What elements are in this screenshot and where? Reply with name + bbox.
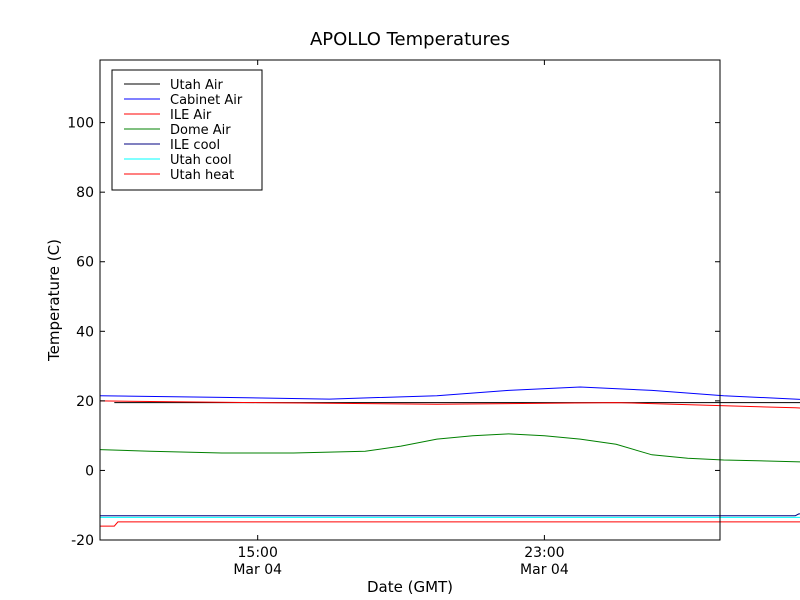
legend-label-utah-air: Utah Air [170, 78, 223, 93]
series-lines [99, 386, 800, 527]
x-tick-time: 15:00 [238, 545, 278, 561]
x-axis-label: Date (GMT) [367, 578, 453, 596]
legend-label-ile-air: ILE Air [170, 108, 212, 123]
x-tick-date: Mar 04 [233, 562, 282, 578]
legend-box [111, 69, 263, 191]
x-tick-time: 23:00 [524, 545, 564, 561]
y-tick-label: 100 [67, 116, 94, 132]
chart-title: APOLLO Temperatures [310, 29, 510, 50]
legend-label-utah-cool: Utah cool [170, 153, 232, 168]
legend-label-dome-air: Dome Air [170, 123, 231, 138]
y-tick-label: 80 [76, 185, 94, 201]
plot-frame [99, 59, 721, 541]
x-tick-date: Mar 04 [520, 562, 569, 578]
series-line-utah-heat [100, 521, 800, 527]
series-line-ile-air [99, 400, 800, 409]
y-tick-label: 60 [76, 255, 94, 271]
legend-label-ile-cool: ILE cool [170, 138, 220, 153]
y-tick-label: -20 [71, 533, 94, 549]
y-tick-label: 40 [76, 324, 94, 340]
series-line-ile-cool [100, 513, 800, 517]
legend-label-utah-heat: Utah heat [170, 168, 234, 183]
series-line-cabinet-air [99, 386, 800, 400]
series-line-utah-air [114, 402, 800, 404]
y-tick-label: 20 [76, 394, 94, 410]
series-line-dome-air [99, 433, 800, 463]
y-axis-label: Temperature (C) [45, 239, 63, 362]
legend-label-cabinet-air: Cabinet Air [170, 93, 243, 108]
y-tick-label: 0 [85, 463, 94, 479]
y-axis: -20 0 20 40 60 80 100 [67, 116, 720, 549]
